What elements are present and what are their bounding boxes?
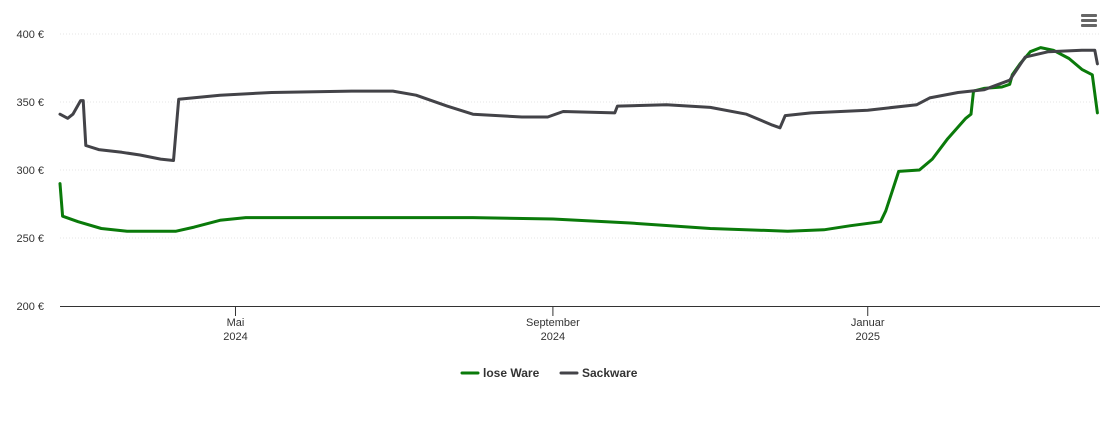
menu-bar — [1081, 19, 1097, 22]
x-tick-label: Mai — [227, 317, 245, 329]
menu-bar — [1081, 14, 1097, 17]
hamburger-menu-icon[interactable] — [1078, 10, 1100, 32]
series-line-sackware[interactable] — [58, 48, 1099, 162]
legend[interactable]: lose Ware Sackware — [460, 366, 638, 380]
series-line-lose-ware[interactable] — [58, 46, 1099, 233]
y-tick-label: 200 € — [16, 301, 44, 313]
y-tick-label: 250 € — [16, 233, 44, 245]
y-tick-label: 300 € — [16, 165, 44, 177]
y-tick-label: 400 € — [16, 29, 44, 41]
legend-label: lose Ware — [483, 366, 540, 380]
y-axis: 200 € 250 € 300 € 350 € 400 € — [16, 29, 44, 313]
menu-bar — [1081, 24, 1097, 27]
x-tick-year-label: 2024 — [541, 331, 565, 343]
x-axis: Mai 2024 September 2024 Januar 2025 — [60, 306, 1100, 343]
x-tick-label: September — [526, 317, 580, 329]
legend-label: Sackware — [582, 366, 638, 380]
legend-item[interactable]: lose Ware — [460, 366, 540, 380]
x-tick-year-label: 2024 — [223, 331, 247, 343]
x-tick-label: Januar — [851, 317, 885, 329]
y-tick-label: 350 € — [16, 97, 44, 109]
legend-item[interactable]: Sackware — [559, 366, 638, 380]
series-lines — [58, 46, 1099, 233]
gridlines — [60, 33, 1100, 239]
x-tick-year-label: 2025 — [855, 331, 879, 343]
